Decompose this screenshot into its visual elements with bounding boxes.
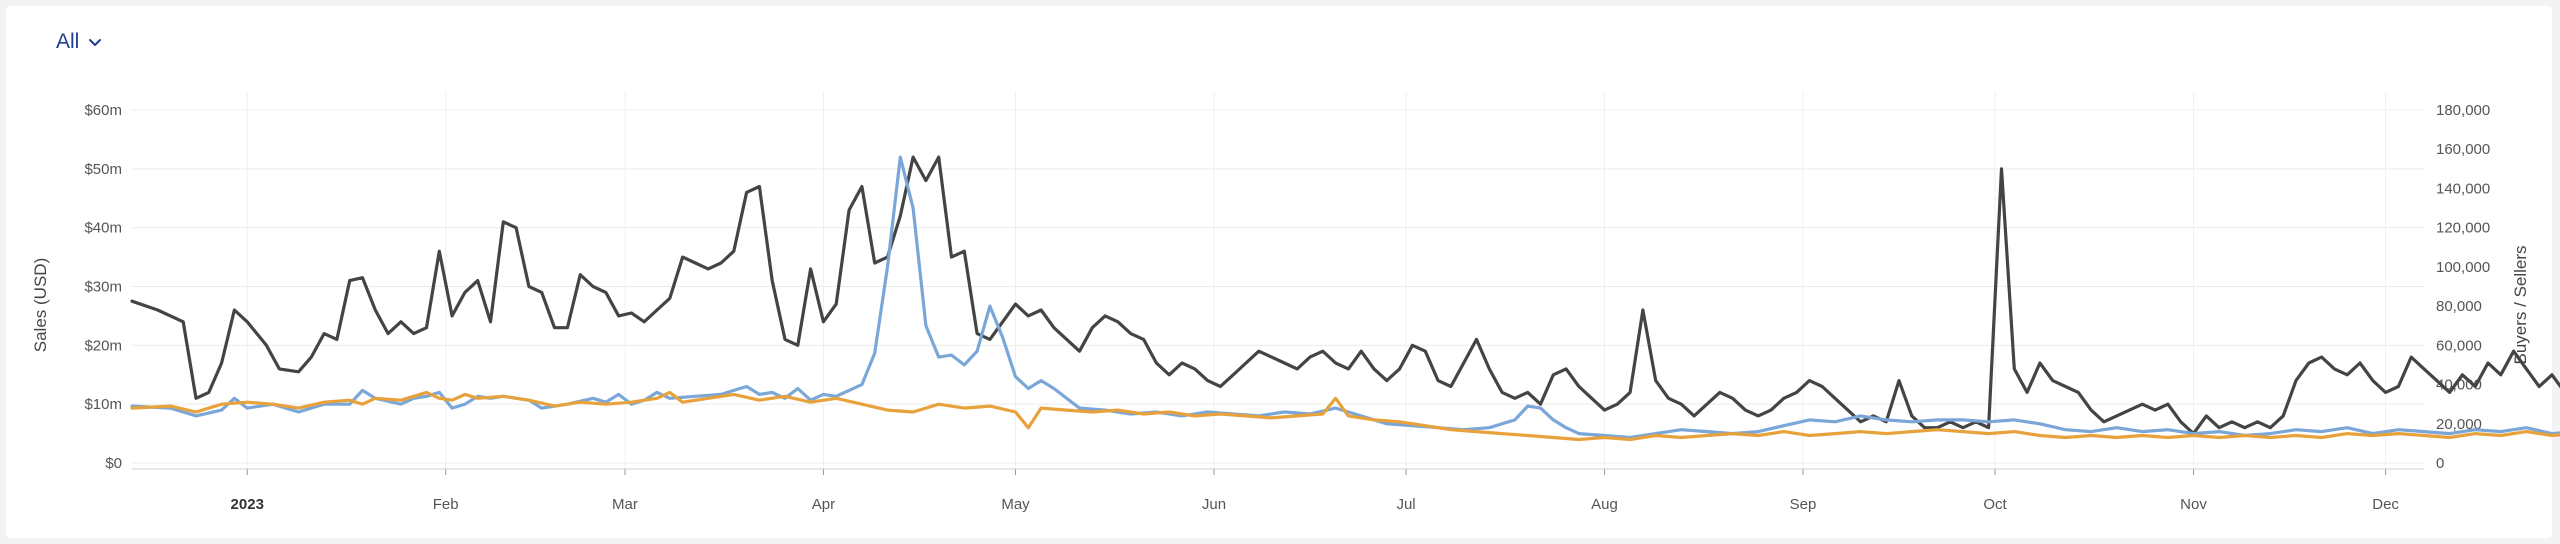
left-tick-label: $40m <box>84 220 122 237</box>
right-tick-label: 80,000 <box>2436 298 2482 315</box>
series-line-2 <box>130 390 2560 442</box>
x-tick-label: Nov <box>2180 496 2207 513</box>
x-axis-ticks: 2023 Feb Mar Apr May Jun Jul Aug Sep Oct Nov Dec <box>231 496 2400 513</box>
right-tick-label: 180,000 <box>2436 102 2490 119</box>
right-tick-label: 0 <box>2436 455 2444 472</box>
x-tick-label: Mar <box>612 496 638 513</box>
left-axis-title: Sales (USD) <box>31 258 50 352</box>
right-tick-label: 140,000 <box>2436 180 2490 197</box>
x-tick-label: Feb <box>433 496 459 513</box>
x-tick-label: Jul <box>1396 496 1415 513</box>
x-tick-label: 2023 <box>231 496 264 513</box>
right-tick-label: 20,000 <box>2436 416 2482 433</box>
x-tick-label: Jun <box>1202 496 1226 513</box>
right-tick-label: 60,000 <box>2436 337 2482 354</box>
series-line-0 <box>130 155 2560 436</box>
right-tick-label: 120,000 <box>2436 220 2490 237</box>
left-tick-label: $30m <box>84 279 122 296</box>
chevron-down-icon <box>89 39 102 46</box>
left-axis-ticks: $0 $10m $20m $30m $40m $50m $60m <box>84 102 122 472</box>
left-tick-label: $0 <box>105 455 122 472</box>
chart-card <box>6 6 2552 538</box>
left-tick-label: $20m <box>84 337 122 354</box>
left-tick-label: $50m <box>84 161 122 178</box>
right-axis-title: Buyers / Sellers <box>2511 245 2530 364</box>
right-tick-label: 160,000 <box>2436 141 2490 158</box>
x-tick-label: Dec <box>2372 496 2399 513</box>
series-lines <box>130 155 2560 442</box>
x-tick-label: Aug <box>1591 496 1618 513</box>
x-tick-label: Apr <box>812 496 835 513</box>
left-tick-label: $10m <box>84 396 122 413</box>
right-tick-label: 100,000 <box>2436 259 2490 276</box>
filter-dropdown[interactable]: All <box>56 26 103 58</box>
filter-label: All <box>56 30 80 53</box>
x-tick-label: May <box>1001 496 1030 513</box>
x-tick-label: Sep <box>1790 496 1817 513</box>
series-line-1 <box>130 155 2560 440</box>
right-axis-ticks: 020,00040,00060,00080,000100,000120,0001… <box>2436 102 2490 472</box>
x-tick-label: Oct <box>1983 496 2007 513</box>
left-tick-label: $60m <box>84 102 122 119</box>
